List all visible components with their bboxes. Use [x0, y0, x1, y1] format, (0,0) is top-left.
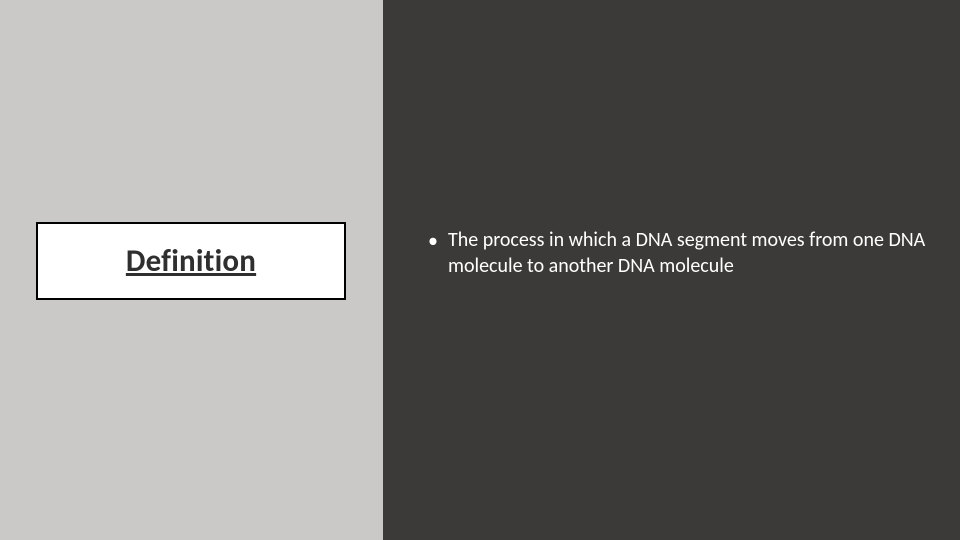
bullet-text: The process in which a DNA segment moves… — [448, 228, 933, 279]
title-text: Definition — [126, 242, 256, 280]
bullet-block: • The process in which a DNA segment mov… — [428, 228, 933, 279]
right-panel: • The process in which a DNA segment mov… — [383, 0, 960, 540]
bullet-marker: • — [428, 229, 438, 255]
bullet-item: • The process in which a DNA segment mov… — [428, 228, 933, 279]
title-box: Definition — [36, 222, 346, 300]
left-panel: Definition — [0, 0, 383, 540]
